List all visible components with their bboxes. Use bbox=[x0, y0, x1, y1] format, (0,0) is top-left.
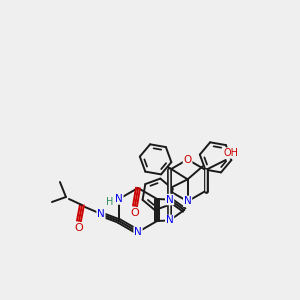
Text: H: H bbox=[106, 197, 114, 207]
Text: O: O bbox=[75, 223, 83, 233]
Text: O: O bbox=[130, 208, 140, 218]
Text: N: N bbox=[134, 227, 142, 237]
Text: N: N bbox=[115, 194, 123, 204]
Text: OH: OH bbox=[223, 148, 238, 158]
Text: N: N bbox=[184, 196, 191, 206]
Text: N: N bbox=[166, 194, 173, 205]
Text: O: O bbox=[184, 154, 192, 164]
Text: N: N bbox=[166, 215, 173, 225]
Text: N: N bbox=[97, 209, 105, 219]
